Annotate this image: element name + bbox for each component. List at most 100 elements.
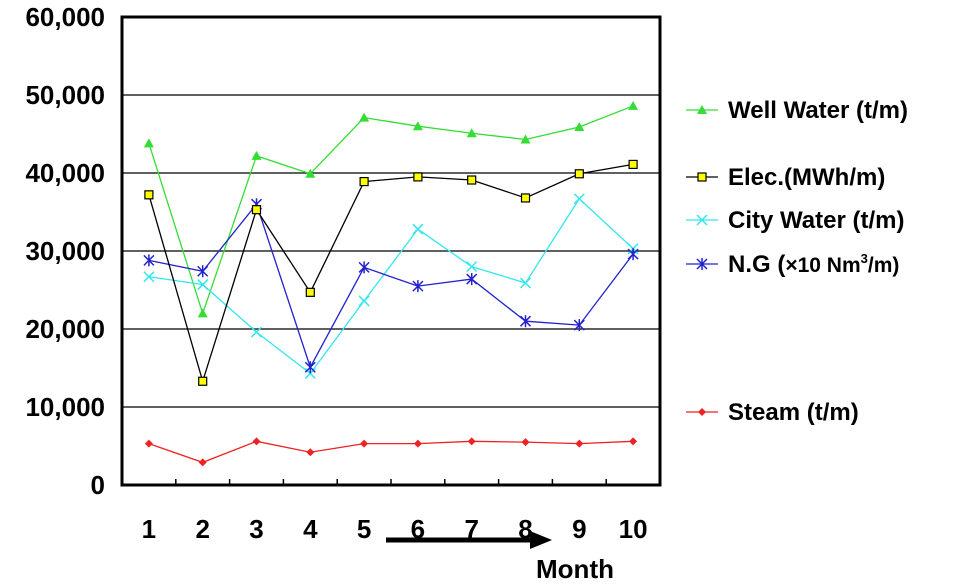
series-2 <box>143 193 639 379</box>
legend-label-suffix: /m) <box>868 254 900 277</box>
data-point <box>143 254 155 267</box>
series-4 <box>144 437 638 467</box>
data-point <box>251 150 262 160</box>
series-line <box>148 197 634 375</box>
data-point <box>252 437 261 446</box>
series-0 <box>143 100 639 318</box>
data-point <box>197 265 209 278</box>
x-tick-label: 6 <box>411 514 425 544</box>
series-line <box>148 105 634 316</box>
x-tick-label: 8 <box>518 514 532 544</box>
series-3 <box>143 198 639 374</box>
x-tick-label: 4 <box>303 514 318 544</box>
series-layer <box>143 100 639 467</box>
data-point <box>519 315 532 328</box>
x-tick-label: 9 <box>572 514 586 544</box>
data-point <box>629 437 638 446</box>
data-point <box>360 439 369 448</box>
data-point <box>466 128 477 138</box>
data-point <box>574 121 585 131</box>
data-point <box>144 190 154 200</box>
legend-label-main: N.G ( <box>728 251 785 278</box>
data-point <box>520 134 531 144</box>
data-point <box>413 172 423 182</box>
data-point <box>304 361 316 374</box>
series-line <box>148 163 634 384</box>
data-point <box>627 248 639 261</box>
x-tick-label: 7 <box>464 514 478 544</box>
legend: Well Water (t/m) Elec.(MWh/m) City Water (… <box>686 97 908 426</box>
data-point <box>467 175 477 185</box>
month-arrow <box>386 531 552 549</box>
data-point <box>628 159 638 170</box>
data-point <box>306 448 315 457</box>
data-point <box>198 458 207 467</box>
data-point <box>696 258 708 270</box>
x-tick-label: 2 <box>195 514 209 544</box>
y-tick-label: 20,000 <box>25 314 105 344</box>
data-point <box>305 287 315 297</box>
ticks <box>175 479 607 485</box>
legend-item: Well Water (t/m) <box>686 97 908 124</box>
series-1 <box>144 159 638 386</box>
data-point <box>573 319 585 332</box>
data-point <box>466 261 478 273</box>
y-tick-label: 0 <box>91 470 105 500</box>
y-tick-label: 10,000 <box>25 392 105 422</box>
x-axis-title: Month <box>536 554 614 584</box>
y-tick-label: 60,000 <box>25 2 105 32</box>
data-point <box>520 193 531 203</box>
y-tick-label: 40,000 <box>25 158 105 188</box>
data-point <box>144 439 153 448</box>
data-point <box>197 308 208 318</box>
data-point <box>359 112 370 122</box>
data-point <box>358 261 370 274</box>
legend-label-unit: ×10 Nm <box>785 254 860 277</box>
grid <box>122 94 660 408</box>
data-point <box>305 168 316 178</box>
data-point <box>412 223 424 235</box>
x-tick-label: 1 <box>142 514 156 544</box>
data-point <box>412 280 424 293</box>
data-point <box>696 214 708 226</box>
series-line <box>148 440 634 464</box>
data-point <box>197 279 209 291</box>
y-tick-label: 50,000 <box>25 80 105 110</box>
data-point <box>466 273 478 286</box>
legend-label: City Water (t/m) <box>728 207 904 234</box>
data-point <box>467 437 476 446</box>
data-point <box>412 121 423 131</box>
x-axis-labels: 1 2 3 4 5 6 7 8 9 10 <box>142 514 648 544</box>
data-point <box>359 176 369 187</box>
data-point <box>143 138 154 148</box>
x-tick-label: 3 <box>249 514 263 544</box>
x-tick-label: 5 <box>357 514 371 544</box>
y-tick-label: 30,000 <box>25 236 105 266</box>
data-point <box>697 105 707 114</box>
x-tick-label: 10 <box>619 514 648 544</box>
legend-label: N.G (×10 Nm3/m) <box>728 251 899 278</box>
data-point <box>413 439 422 448</box>
legend-item: Steam (t/m) <box>686 399 859 426</box>
legend-label: Elec.(MWh/m) <box>728 164 885 191</box>
data-point <box>250 326 263 338</box>
data-point <box>521 438 530 447</box>
data-point <box>573 193 585 205</box>
data-point <box>358 295 370 307</box>
data-point <box>198 376 208 386</box>
legend-label: Steam (t/m) <box>728 399 859 426</box>
data-point <box>697 172 707 182</box>
data-point <box>628 100 639 110</box>
legend-item: Elec.(MWh/m) <box>686 164 885 191</box>
data-point <box>574 169 584 179</box>
legend-item: City Water (t/m) <box>686 207 904 234</box>
series-line <box>148 202 634 369</box>
data-point <box>519 277 532 289</box>
legend-item: N.G (×10 Nm3/m) <box>686 251 899 278</box>
legend-label: Well Water (t/m) <box>728 97 908 124</box>
data-point <box>698 408 706 416</box>
legend-label-sup: 3 <box>861 251 868 266</box>
data-point <box>575 439 584 448</box>
y-axis-labels: 0 10,000 20,000 30,000 40,000 50,000 60,000 <box>25 2 105 500</box>
